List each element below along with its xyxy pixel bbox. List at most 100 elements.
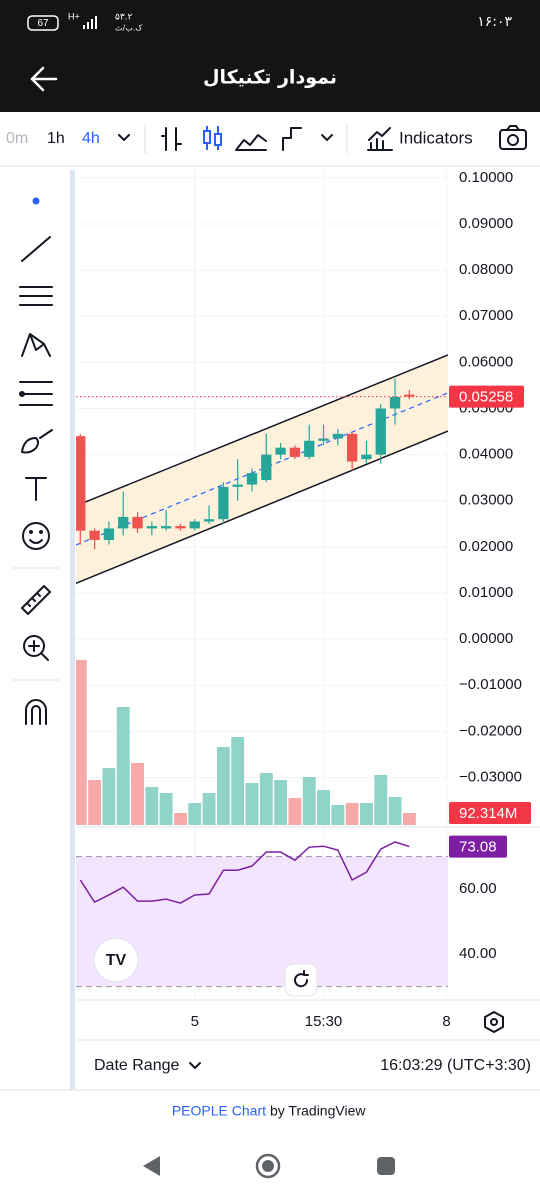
area-style-button[interactable]: [235, 134, 267, 151]
volume-bar: [131, 762, 144, 825]
emoji-tool[interactable]: [22, 522, 50, 550]
interval-button[interactable]: 4h: [82, 130, 100, 147]
y-tick-label: 0.00000: [459, 630, 513, 647]
x-tick-label: 8: [442, 1013, 450, 1030]
candle-body: [318, 438, 329, 441]
tradingview-logo: TV: [93, 937, 139, 983]
toolbar: [0, 112, 540, 166]
y-tick-label: 0.03000: [459, 492, 513, 509]
projection-tool[interactable]: [19, 381, 53, 406]
symbol-link[interactable]: PEOPLE Chart: [172, 1103, 266, 1119]
indicators-icon[interactable]: [367, 127, 393, 151]
x-tick-label: 15:30: [305, 1013, 343, 1030]
screenshot-button[interactable]: [499, 125, 527, 150]
battery-icon: [27, 15, 59, 31]
settings-button[interactable]: [484, 1011, 504, 1033]
volume-bar: [216, 747, 230, 825]
candle-body: [361, 454, 372, 460]
text-tool[interactable]: [25, 477, 47, 501]
volume-bar: [317, 790, 330, 825]
svg-text:TV: TV: [106, 952, 127, 969]
page-title: نمودار تکنیکال: [203, 67, 337, 89]
back-button[interactable]: [30, 66, 58, 92]
header-bg: [0, 0, 540, 112]
y-tick-label: 0.09000: [459, 215, 513, 232]
volume-tag: [449, 801, 531, 824]
volume-bar: [388, 797, 402, 825]
fib-tool[interactable]: [19, 286, 53, 306]
channel-upper: [76, 354, 448, 507]
volume-bar: [116, 706, 130, 825]
candle-body: [146, 526, 157, 529]
candle-body: [103, 528, 115, 540]
candle-body: [132, 516, 143, 529]
candle-body: [332, 433, 343, 439]
candle-body: [346, 433, 358, 462]
candle-body: [389, 396, 401, 409]
date-range-dropdown[interactable]: [189, 1062, 201, 1069]
y-tick-label: 0.07000: [459, 307, 513, 324]
volume-bar: [188, 803, 202, 825]
y-tick-label: 0.02000: [459, 538, 513, 555]
trend-line-tool[interactable]: [21, 236, 51, 262]
volume-bar: [145, 787, 159, 825]
volume-label: 92.314M: [459, 805, 517, 822]
candle-body: [275, 447, 286, 455]
candle-body: [175, 526, 186, 529]
volume-bar: [331, 804, 345, 825]
pattern-tool[interactable]: [21, 333, 51, 357]
indicators-button[interactable]: Indicators: [399, 128, 473, 147]
y-tick-label: 0.10000: [459, 169, 513, 186]
interval-button[interactable]: 0m: [6, 130, 28, 147]
rsi-line: [79, 841, 410, 904]
nav-recents[interactable]: [377, 1157, 395, 1175]
candle-body: [89, 530, 100, 540]
last-price-tag: [449, 385, 524, 408]
candle-body: [118, 516, 129, 529]
bars-style-button[interactable]: [161, 127, 182, 151]
y-tick-label: −0.01000: [459, 676, 522, 693]
candles-style-button[interactable]: [203, 126, 222, 150]
y-tick-label: −0.03000: [459, 768, 522, 785]
nav-back[interactable]: [143, 1156, 160, 1176]
cursor-tool[interactable]: [32, 197, 40, 205]
zoom-tool[interactable]: [23, 635, 49, 661]
rsi-value-label: 73.08: [459, 839, 497, 856]
step-style-button[interactable]: [282, 127, 302, 151]
brush-tool[interactable]: [21, 429, 53, 454]
axes: 0.100000.090000.080000.070000.060000.050…: [191, 169, 531, 1030]
candle-body: [289, 447, 301, 457]
reset-scale-button[interactable]: [284, 963, 318, 997]
interval-dropdown[interactable]: [118, 134, 130, 141]
nav-home[interactable]: [255, 1153, 281, 1179]
attribution: by TradingView: [270, 1103, 366, 1119]
volume-bar: [345, 803, 359, 825]
rsi-tick-label: 60.00: [459, 880, 497, 897]
volume-bar: [159, 793, 173, 825]
candle-body: [189, 521, 200, 529]
chart-clock: 16:03:29 (UTC+3:30): [380, 1057, 531, 1074]
signal-icon: [83, 16, 97, 29]
candle-body: [218, 486, 229, 520]
volume-bar: [76, 659, 87, 825]
y-tick-label: 0.06000: [459, 353, 513, 370]
y-tick-label: 0.01000: [459, 584, 513, 601]
volume-bar: [374, 774, 388, 825]
style-dropdown[interactable]: [321, 134, 333, 141]
rsi-band: [76, 856, 448, 987]
last-price-label: 0.05258: [459, 389, 513, 406]
net-speed: ۵۳.۲: [115, 13, 133, 23]
candle-body: [203, 519, 215, 522]
battery-level: 67: [37, 18, 49, 29]
candle-body: [246, 473, 258, 485]
clock: ۱۶:۰۳: [477, 14, 512, 30]
candle-body: [160, 526, 172, 529]
date-range-button[interactable]: Date Range: [94, 1057, 179, 1074]
ruler-tool[interactable]: [21, 585, 51, 615]
volume-bar: [274, 780, 288, 825]
interval-button[interactable]: 1h: [47, 130, 65, 147]
volume-bar: [202, 793, 216, 825]
volume-bar: [360, 803, 373, 825]
volume-bar: [402, 812, 416, 825]
magnet-tool[interactable]: [25, 699, 47, 725]
